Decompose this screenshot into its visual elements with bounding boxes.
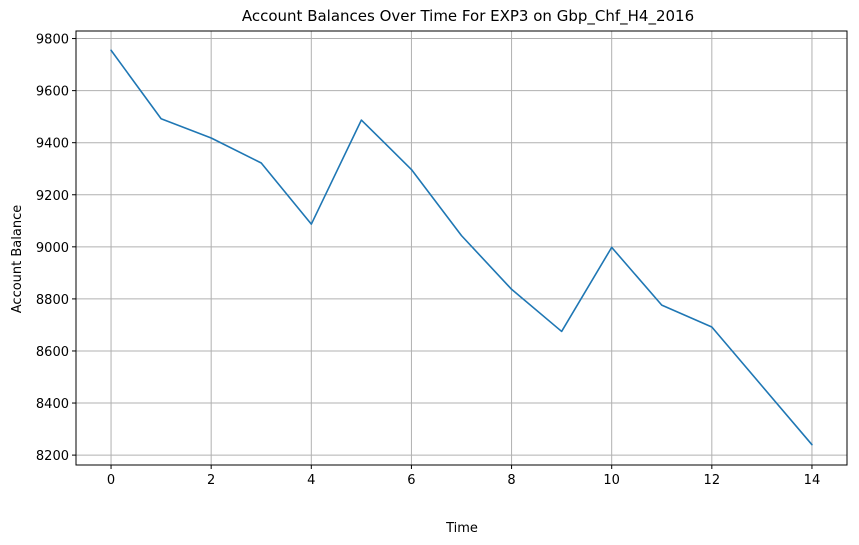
x-tick-label: 4	[307, 473, 315, 488]
x-tick-label: 8	[507, 473, 515, 488]
x-tick-label: 2	[207, 473, 215, 488]
series-line	[110, 49, 813, 446]
x-tick-label: 12	[704, 473, 721, 488]
x-tick-label: 14	[804, 473, 821, 488]
y-tick-label: 9600	[36, 85, 69, 100]
x-axis-ticks: 0 2 4 6 8 10 12 14	[107, 465, 820, 488]
y-tick-label: 9800	[36, 33, 69, 48]
y-tick-label: 9000	[36, 241, 69, 256]
y-tick-label: 8800	[36, 293, 69, 308]
y-tick-label: 9400	[36, 137, 69, 152]
y-axis-ticks: 8200 8400 8600 8800 9000 9200 9400 9600 9800	[36, 33, 76, 464]
y-tick-label: 9200	[36, 189, 69, 204]
y-axis-label: Account Balance	[10, 205, 25, 313]
chart-title: Account Balances Over Time For EXP3 on G…	[242, 7, 694, 26]
y-tick-label: 8200	[36, 449, 69, 464]
x-tick-label: 10	[603, 473, 620, 488]
y-tick-label: 8400	[36, 397, 69, 412]
x-tick-label: 0	[107, 473, 115, 488]
grid	[76, 31, 847, 465]
x-axis-label: Time	[445, 521, 478, 536]
series-layer	[110, 49, 813, 446]
y-tick-label: 8600	[36, 345, 69, 360]
x-tick-label: 6	[407, 473, 415, 488]
plot-frame	[75, 30, 848, 466]
